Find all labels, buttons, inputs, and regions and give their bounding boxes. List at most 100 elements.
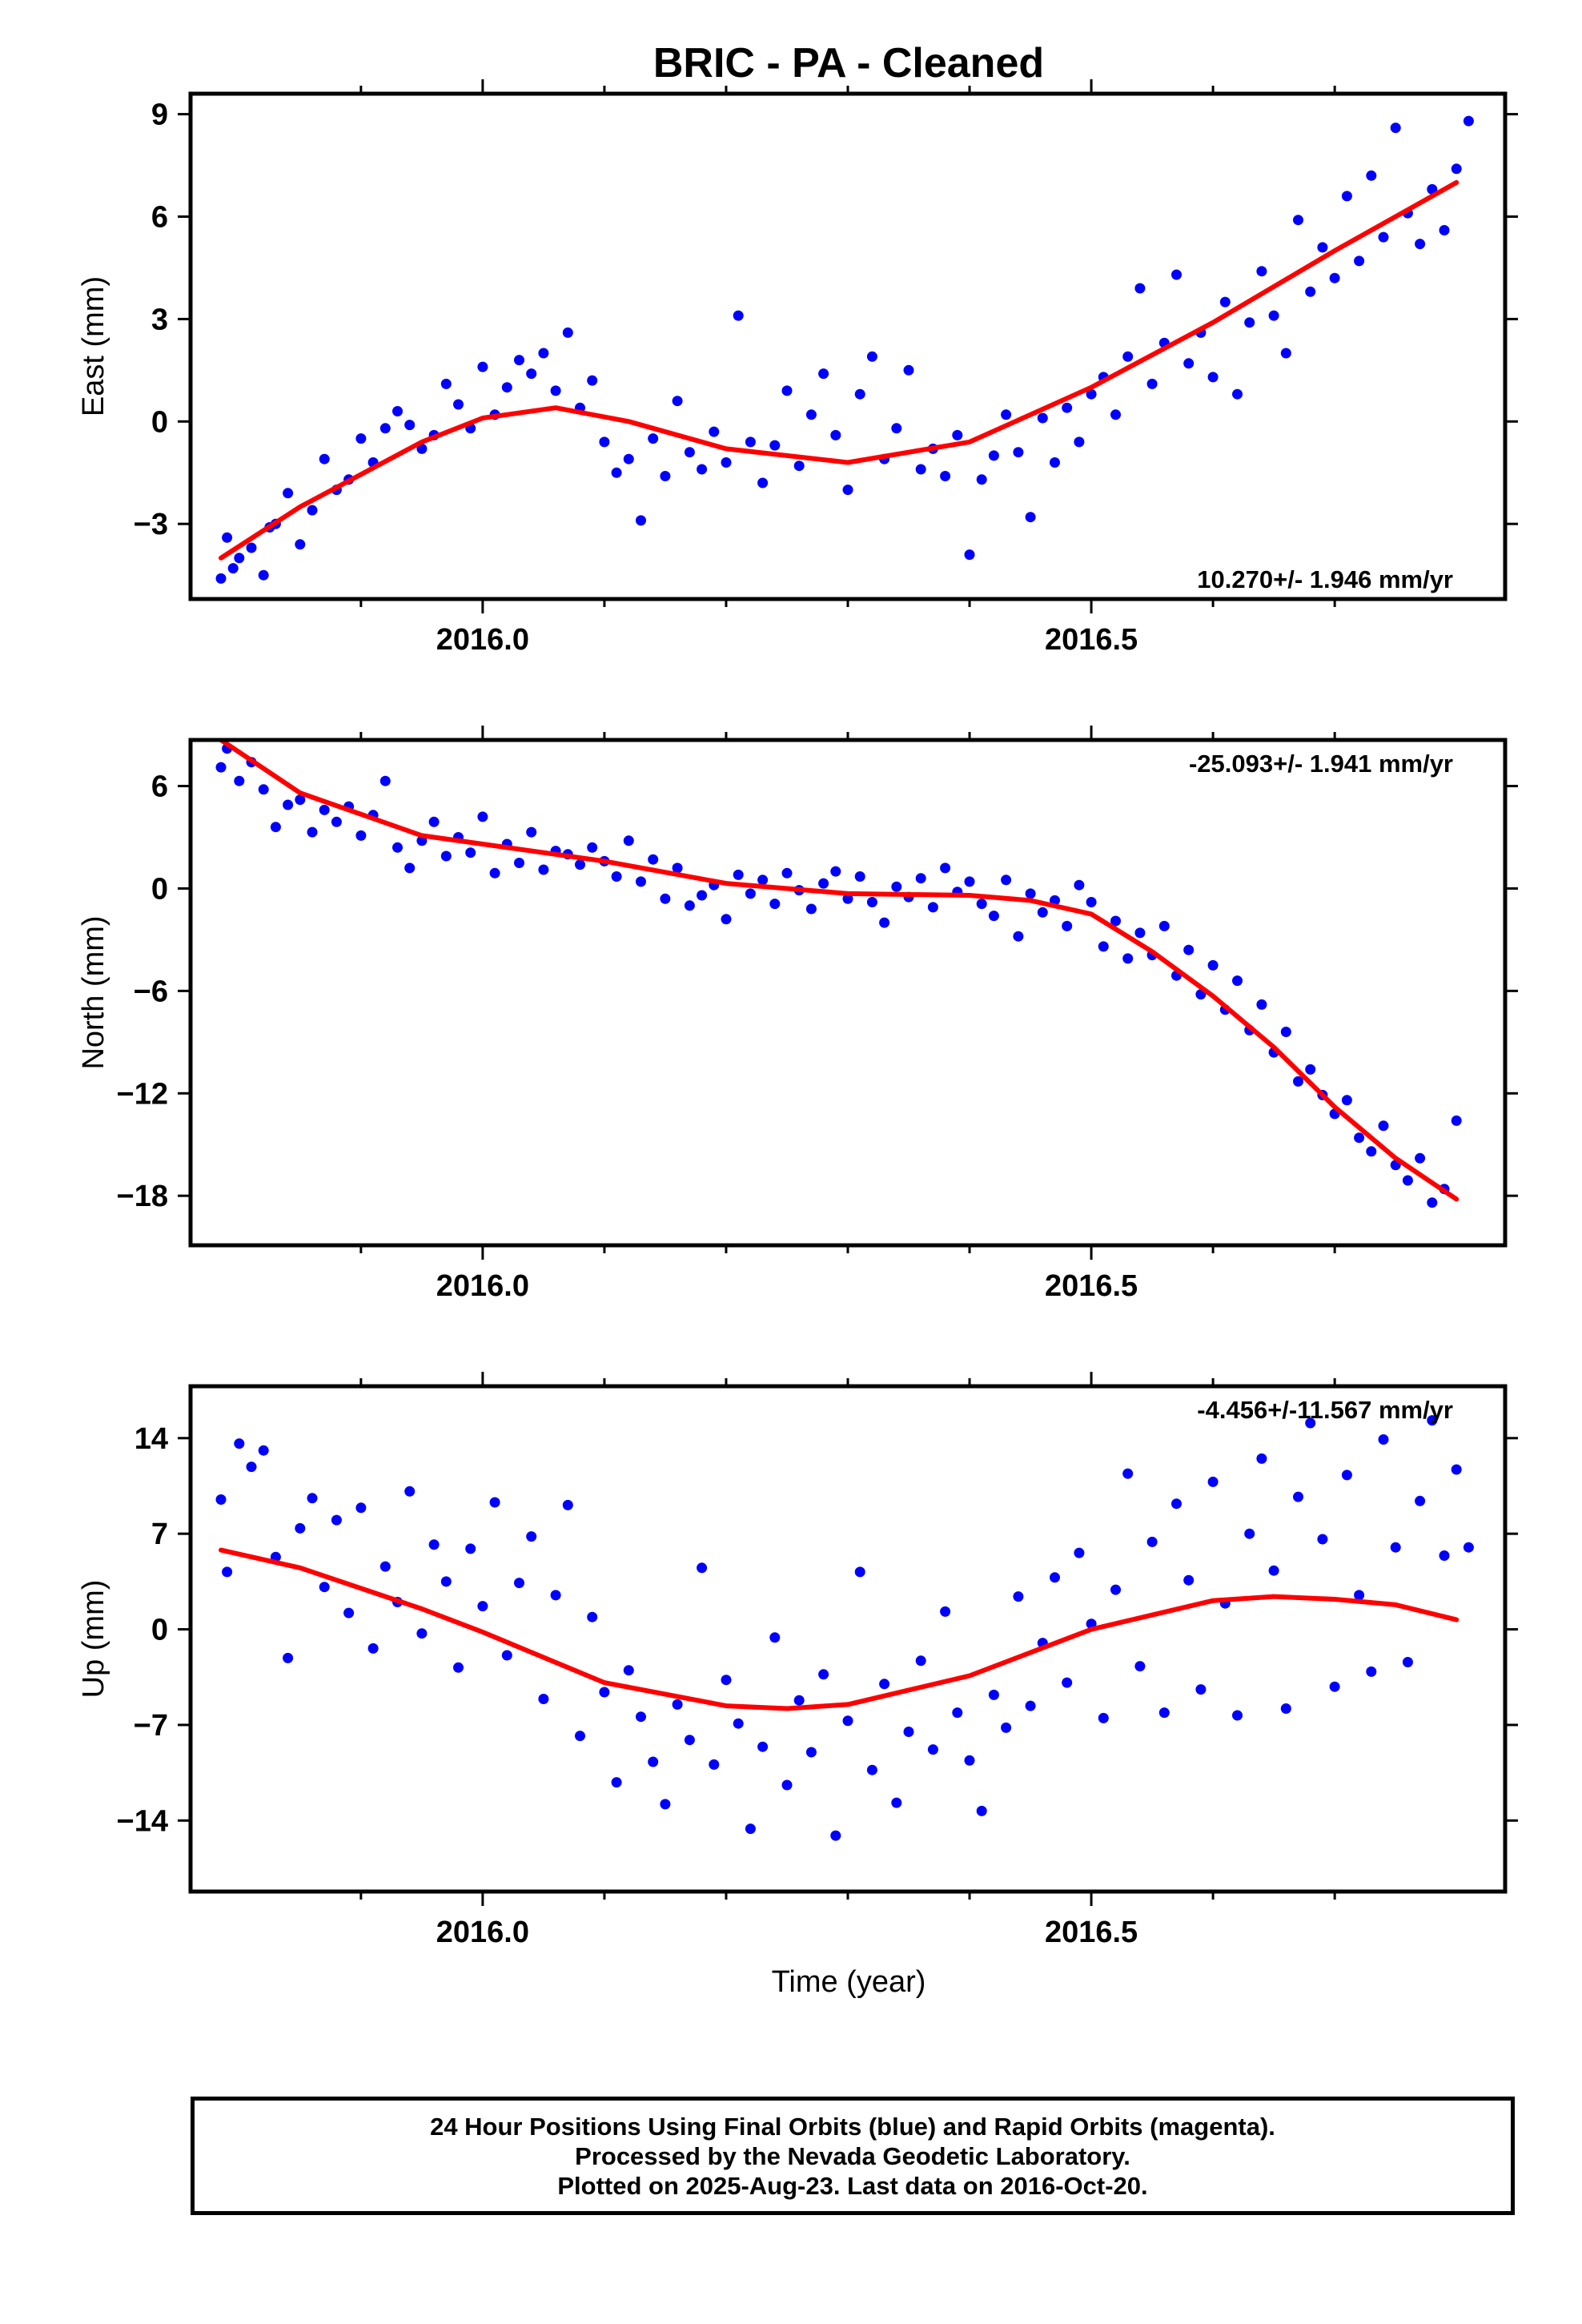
east-data-point: [709, 426, 720, 437]
east-data-point: [1013, 447, 1024, 458]
up-data-point: [477, 1601, 488, 1612]
up-data-point: [1171, 1498, 1182, 1510]
east-data-point: [587, 375, 598, 386]
up-data-point: [1074, 1547, 1085, 1558]
north-data-point: [1074, 879, 1085, 891]
up-data-point: [538, 1694, 549, 1704]
east-data-point: [1122, 351, 1134, 362]
north-data-point: [1366, 1146, 1377, 1157]
north-data-point: [891, 881, 902, 892]
north-y-tick-label: 6: [151, 770, 168, 804]
east-y-tick-label: −3: [134, 508, 168, 541]
up-data-point: [343, 1607, 355, 1618]
up-data-point: [745, 1823, 756, 1835]
north-data-point: [940, 862, 951, 874]
east-data-point: [721, 457, 732, 468]
east-x-tick-label: 2016.0: [436, 623, 529, 657]
up-data-point: [660, 1799, 671, 1810]
east-data-point: [1305, 286, 1316, 297]
up-data-point: [1366, 1666, 1377, 1677]
up-data-point: [818, 1669, 829, 1680]
east-data-point: [222, 532, 233, 543]
east-data-point: [1207, 372, 1219, 383]
up-data-point: [1305, 1417, 1316, 1429]
east-data-point: [830, 429, 841, 440]
up-data-point: [258, 1445, 269, 1456]
north-data-point: [1134, 927, 1146, 939]
panel-up: −14 −7 0 7 14 2016.0 2016.5 Up (mm) -4.456+/-11.…: [77, 1372, 1518, 1949]
north-data-point: [215, 762, 227, 773]
north-data-point: [1256, 999, 1267, 1010]
north-data-point: [258, 784, 269, 795]
up-x-tick-label: 2016.0: [436, 1916, 529, 1949]
east-data-point: [988, 450, 999, 461]
east-data-point: [1427, 183, 1438, 195]
east-data-point: [648, 433, 659, 444]
up-data-point: [501, 1650, 512, 1661]
up-data-point: [976, 1805, 987, 1816]
up-data-point: [1378, 1434, 1389, 1445]
north-data-point: [721, 914, 732, 925]
up-data-point: [793, 1695, 805, 1706]
up-data-point: [465, 1543, 476, 1554]
east-data-point: [1037, 412, 1048, 424]
east-data-point: [781, 385, 793, 396]
up-data-point: [550, 1590, 561, 1601]
east-data-point: [1146, 378, 1158, 389]
north-y-tick-label: −6: [134, 975, 168, 1008]
up-data-point: [964, 1755, 975, 1766]
up-data-point: [355, 1502, 367, 1514]
east-data-point: [392, 406, 403, 416]
east-data-point: [769, 440, 781, 451]
north-data-point: [538, 864, 549, 875]
east-data-point: [1183, 358, 1195, 369]
up-data-point: [331, 1514, 342, 1526]
east-data-point: [1062, 402, 1073, 413]
east-data-point: [1268, 310, 1279, 321]
east-data-point: [538, 348, 549, 359]
north-data-point: [757, 875, 769, 886]
up-data-point: [781, 1779, 793, 1791]
up-data-point: [757, 1741, 769, 1752]
north-x-tick-label: 2016.0: [436, 1269, 529, 1303]
east-data-point: [757, 477, 769, 489]
east-data-point: [672, 396, 683, 407]
up-data-point: [599, 1687, 610, 1698]
north-data-point: [964, 876, 975, 887]
up-data-point: [1280, 1703, 1291, 1714]
north-data-point: [636, 876, 646, 887]
east-data-point: [246, 542, 257, 553]
east-data-point: [477, 361, 488, 372]
up-data-point: [709, 1759, 720, 1770]
north-data-point: [684, 900, 695, 911]
up-data-point: [246, 1462, 257, 1473]
up-data-point: [1244, 1528, 1255, 1539]
north-data-point: [1098, 941, 1109, 952]
up-data-point: [222, 1566, 233, 1578]
up-points: [215, 1415, 1474, 1841]
north-frame: [188, 738, 1508, 1248]
up-data-point: [562, 1499, 573, 1510]
east-y-axis-label: East (mm): [77, 276, 110, 416]
east-data-point: [379, 423, 391, 434]
up-data-point: [684, 1735, 695, 1746]
up-data-point: [1293, 1491, 1303, 1502]
up-data-point: [1415, 1495, 1426, 1506]
east-data-point: [295, 539, 306, 550]
up-data-point: [830, 1830, 841, 1841]
east-data-point: [818, 368, 829, 380]
north-data-point: [672, 862, 683, 874]
up-data-point: [1463, 1542, 1474, 1553]
east-data-point: [355, 433, 367, 444]
north-data-point: [830, 866, 841, 877]
up-data-point: [1134, 1661, 1146, 1672]
east-data-point: [733, 310, 744, 321]
up-y-tick-label: 14: [135, 1422, 168, 1456]
up-data-point: [988, 1689, 999, 1700]
north-data-point: [660, 893, 671, 904]
north-data-point: [769, 899, 781, 910]
north-data-point: [392, 842, 403, 853]
up-data-point: [1001, 1722, 1012, 1733]
north-data-point: [1013, 931, 1024, 942]
north-data-point: [379, 775, 391, 786]
